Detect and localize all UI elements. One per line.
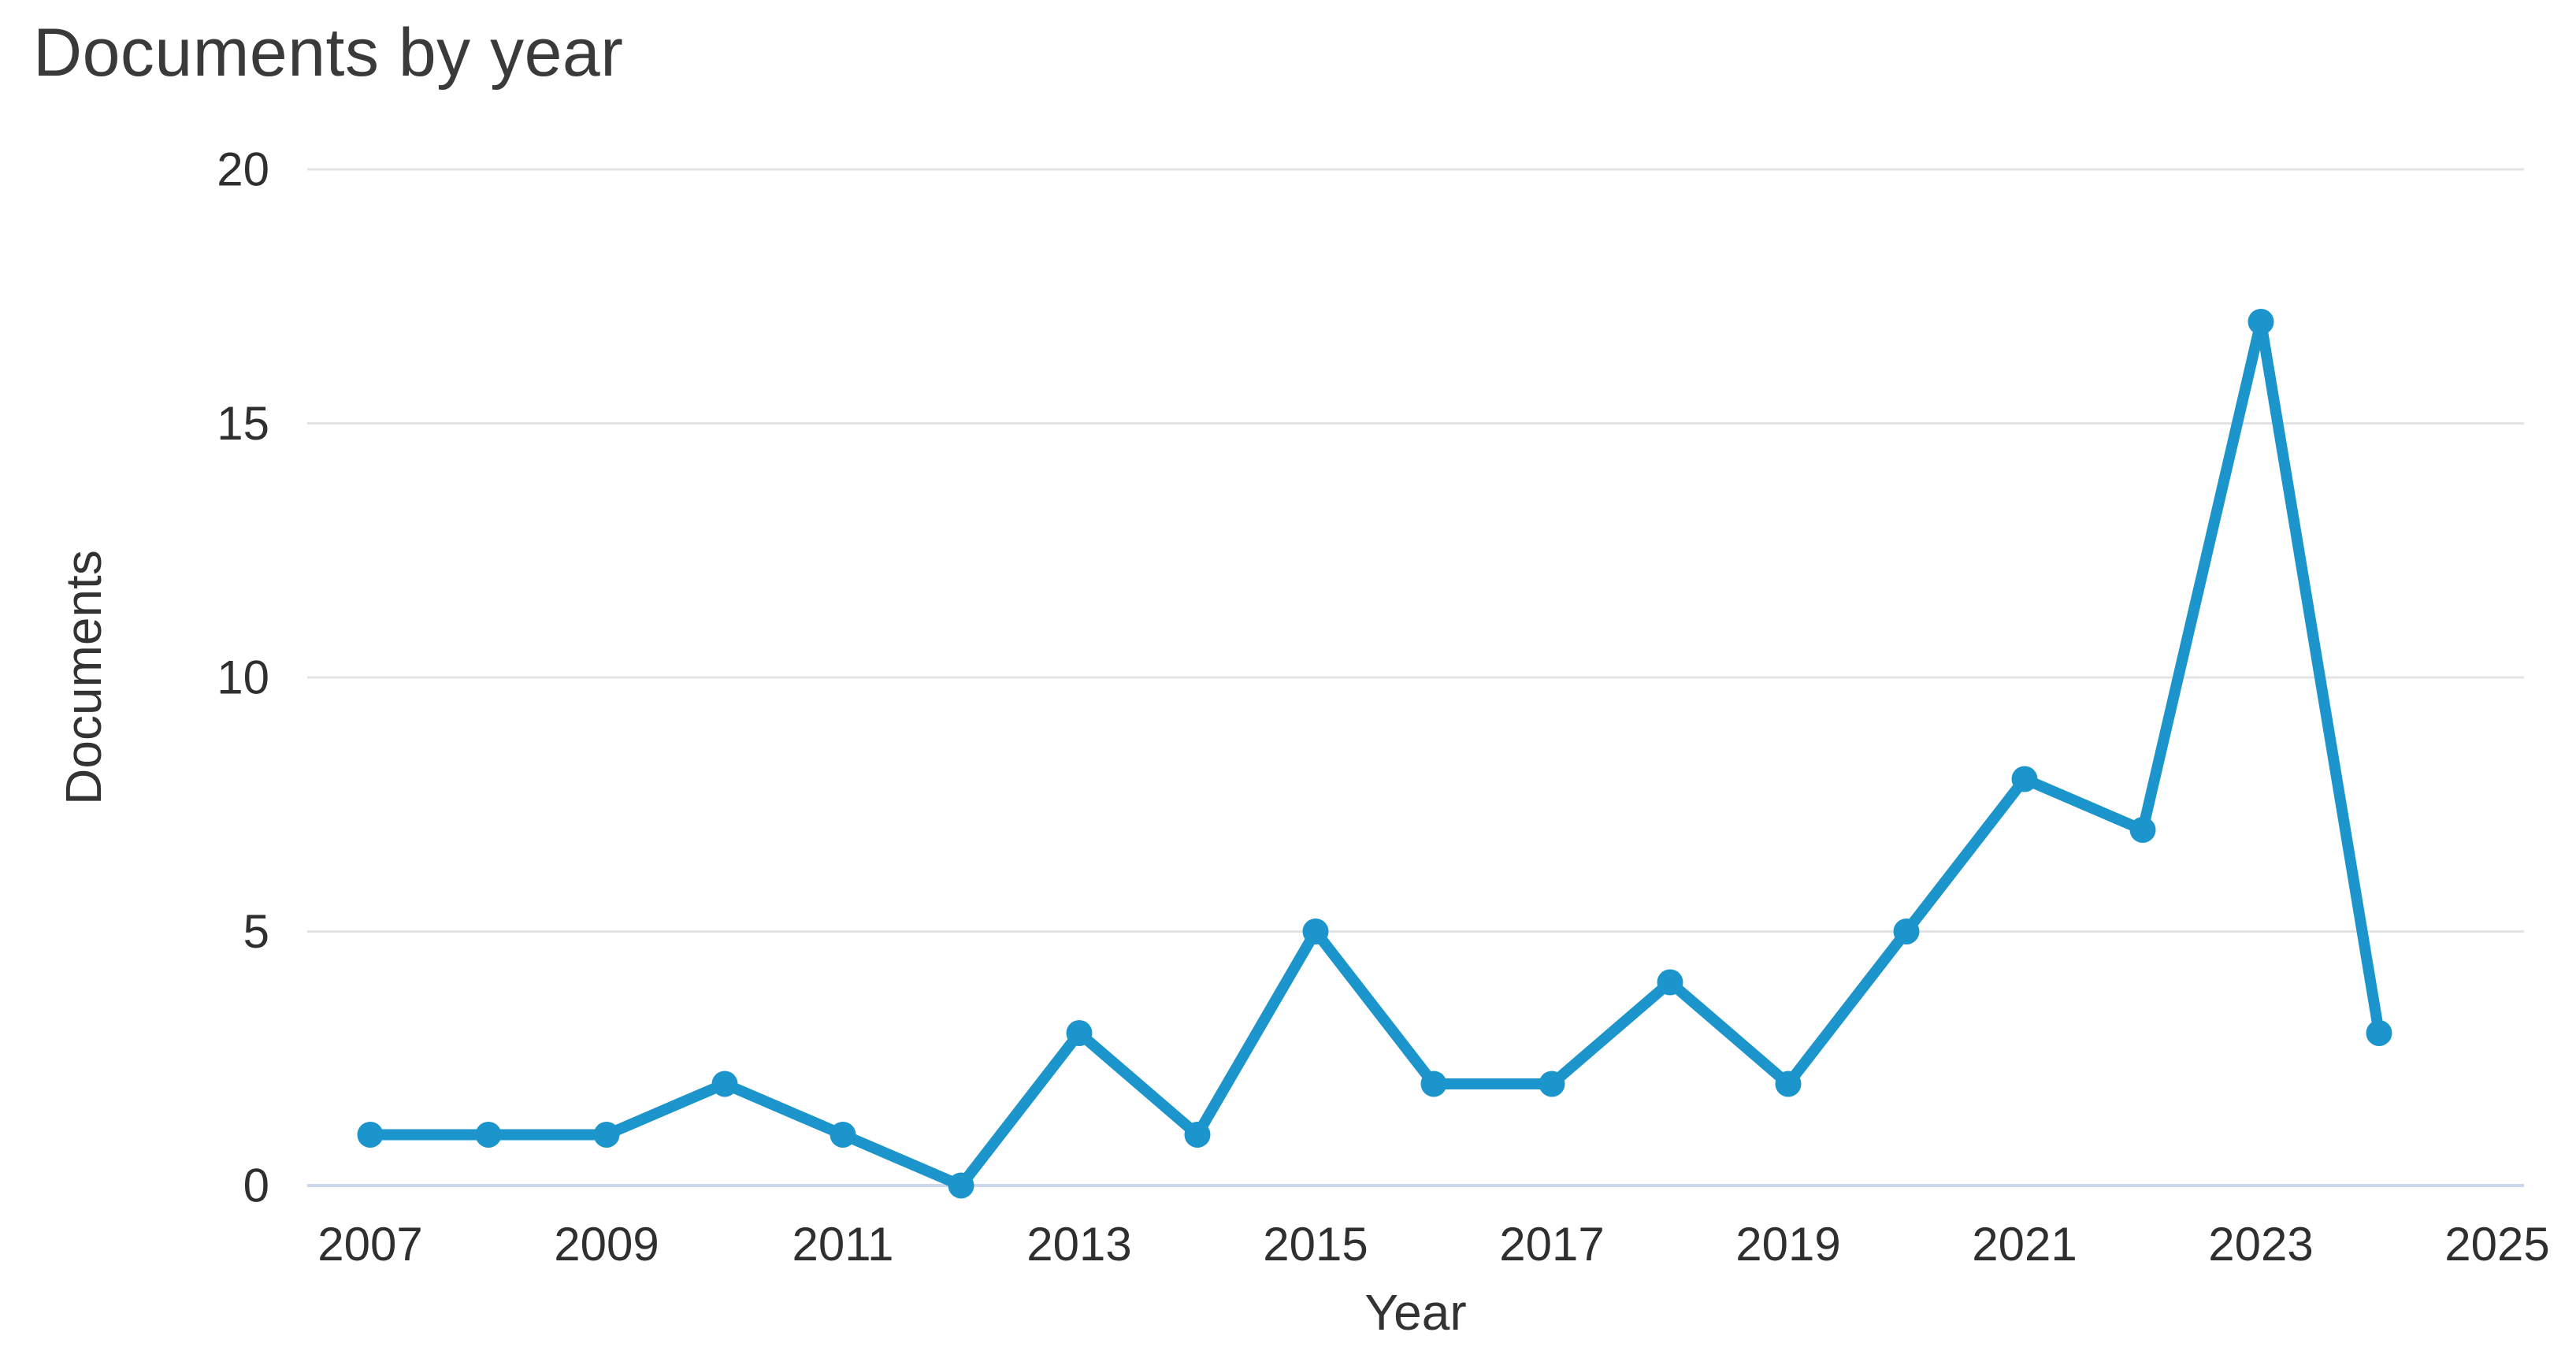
data-point-2023[interactable] xyxy=(2248,309,2274,335)
y-tick-label-5: 5 xyxy=(243,905,269,958)
data-point-2016[interactable] xyxy=(1420,1071,1447,1097)
data-point-2012[interactable] xyxy=(948,1172,974,1199)
x-tick-label-2017: 2017 xyxy=(1499,1218,1604,1271)
y-axis-title: Documents xyxy=(55,550,112,805)
chart-title: Documents by year xyxy=(33,15,624,91)
data-point-2008[interactable] xyxy=(475,1122,502,1148)
x-tick-label-2019: 2019 xyxy=(1735,1218,1840,1271)
x-tick-label-2015: 2015 xyxy=(1263,1218,1368,1271)
data-point-2021[interactable] xyxy=(2011,766,2038,792)
x-tick-label-2021: 2021 xyxy=(1972,1218,2077,1271)
x-tick-label-2011: 2011 xyxy=(792,1218,893,1271)
y-tick-label-20: 20 xyxy=(217,143,269,196)
data-point-2010[interactable] xyxy=(711,1071,738,1097)
data-point-2024[interactable] xyxy=(2366,1020,2392,1046)
x-tick-label-2025: 2025 xyxy=(2444,1218,2549,1271)
y-tick-label-0: 0 xyxy=(243,1160,269,1212)
data-point-2014[interactable] xyxy=(1184,1122,1211,1148)
tick-labels-layer: 0 5 10 15 20 2007 2009 2011 2013 2015 2017 2019 2021… xyxy=(217,143,2549,1271)
x-tick-label-2007: 2007 xyxy=(317,1218,422,1271)
x-tick-label-2009: 2009 xyxy=(554,1218,659,1271)
data-point-2019[interactable] xyxy=(1775,1071,1802,1097)
data-point-2013[interactable] xyxy=(1066,1020,1093,1046)
line-series-layer xyxy=(357,309,2392,1199)
data-point-2022[interactable] xyxy=(2129,817,2156,843)
x-axis-title: Year xyxy=(1364,1284,1466,1341)
data-point-2011[interactable] xyxy=(830,1122,856,1148)
data-point-2007[interactable] xyxy=(357,1122,384,1148)
x-tick-label-2023: 2023 xyxy=(2208,1218,2313,1271)
documents-trend-line xyxy=(365,316,2385,1191)
data-point-2018[interactable] xyxy=(1657,969,1683,996)
axis-titles-layer: Year Documents xyxy=(55,550,1467,1341)
data-point-2009[interactable] xyxy=(593,1122,620,1148)
x-tick-label-2013: 2013 xyxy=(1026,1218,1131,1271)
gridlines-layer xyxy=(307,168,2524,1187)
y-tick-label-10: 10 xyxy=(217,651,269,704)
data-point-2020[interactable] xyxy=(1893,918,1920,944)
y-tick-label-15: 15 xyxy=(217,397,269,450)
data-point-2017[interactable] xyxy=(1539,1071,1565,1097)
data-point-2015[interactable] xyxy=(1302,918,1329,944)
